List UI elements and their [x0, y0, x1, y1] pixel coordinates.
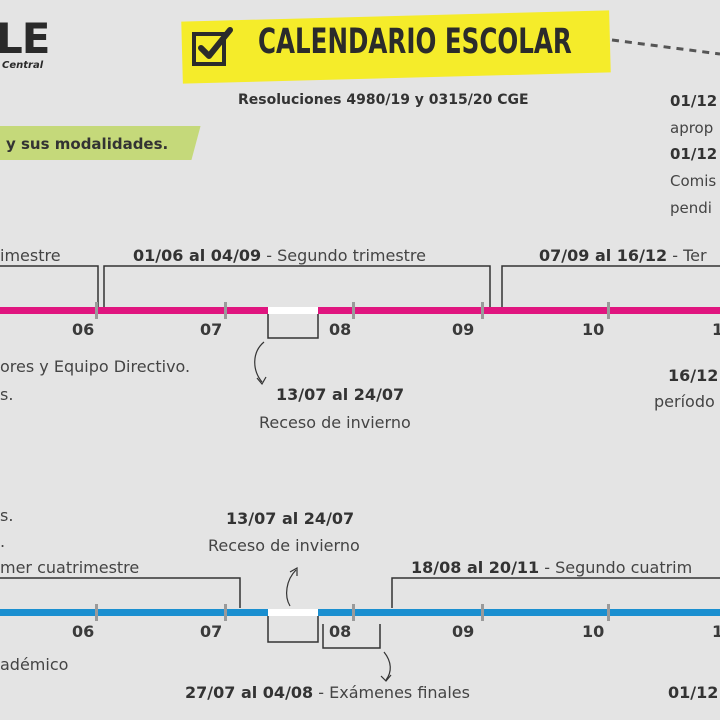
- t2-left-note-3: adémico: [0, 655, 69, 674]
- timeline-2-bar: [0, 609, 720, 616]
- t1-left-note-1: ores y Equipo Directivo.: [0, 357, 191, 376]
- page-subtitle: Resoluciones 4980/19 y 0315/20 CGE: [238, 92, 529, 108]
- t2-period-1: mer cuatrimestre: [0, 558, 140, 577]
- t2-exams: 27/07 al 04/08 - Exámenes finales: [185, 683, 470, 702]
- t1-period-1: imestre: [0, 246, 61, 265]
- note-text-1: aprop: [670, 119, 714, 137]
- t1-right-date: 16/12: [668, 366, 719, 385]
- t2-month-11: 1: [712, 622, 720, 641]
- t1-recess-dates: 13/07 al 24/07: [276, 385, 405, 404]
- t1-left-note-2: s.: [0, 385, 14, 404]
- t2-month-07: 07: [200, 622, 223, 641]
- t1-period-3: 07/09 al 16/12 - Ter: [539, 246, 707, 265]
- t2-month-08: 08: [329, 622, 352, 641]
- t1-month-09: 09: [452, 320, 475, 339]
- t1-month-07: 07: [200, 320, 223, 339]
- t1-month-08: 08: [329, 320, 352, 339]
- note-date-2: 01/12: [670, 145, 718, 163]
- t1-month-11: 1: [712, 320, 720, 339]
- t2-left-note-1: s.: [0, 506, 14, 525]
- checkbox-icon: [192, 27, 233, 66]
- logo-subtitle: Central: [2, 60, 44, 71]
- timeline-1-recess-gap: [268, 307, 318, 314]
- t2-recess-dates: 13/07 al 24/07: [226, 509, 355, 528]
- t2-month-09: 09: [452, 622, 475, 641]
- page-title: CALENDARIO ESCOLAR: [258, 22, 572, 62]
- t1-recess-label: Receso de invierno: [259, 413, 411, 432]
- note-text-2: Comis: [670, 172, 717, 190]
- note-date-1: 01/12: [670, 92, 718, 110]
- level-tag-text: y sus modalidades.: [6, 135, 169, 153]
- t1-right-text: período: [654, 392, 715, 411]
- timeline-1-bar: [0, 307, 720, 314]
- t2-left-note-2: .: [0, 532, 6, 551]
- t2-month-10: 10: [582, 622, 605, 641]
- t2-period-2: 18/08 al 20/11 - Segundo cuatrim: [411, 558, 693, 577]
- note-text-3: pendi: [670, 199, 712, 217]
- t1-month-06: 06: [72, 320, 95, 339]
- timeline-2-recess-gap: [268, 609, 318, 616]
- t2-right-date: 01/12: [668, 683, 719, 702]
- t1-month-10: 10: [582, 320, 605, 339]
- t1-period-2: 01/06 al 04/09 - Segundo trimestre: [133, 246, 426, 265]
- logo: LE: [0, 14, 50, 63]
- t2-month-06: 06: [72, 622, 95, 641]
- t2-recess-label: Receso de invierno: [208, 536, 360, 555]
